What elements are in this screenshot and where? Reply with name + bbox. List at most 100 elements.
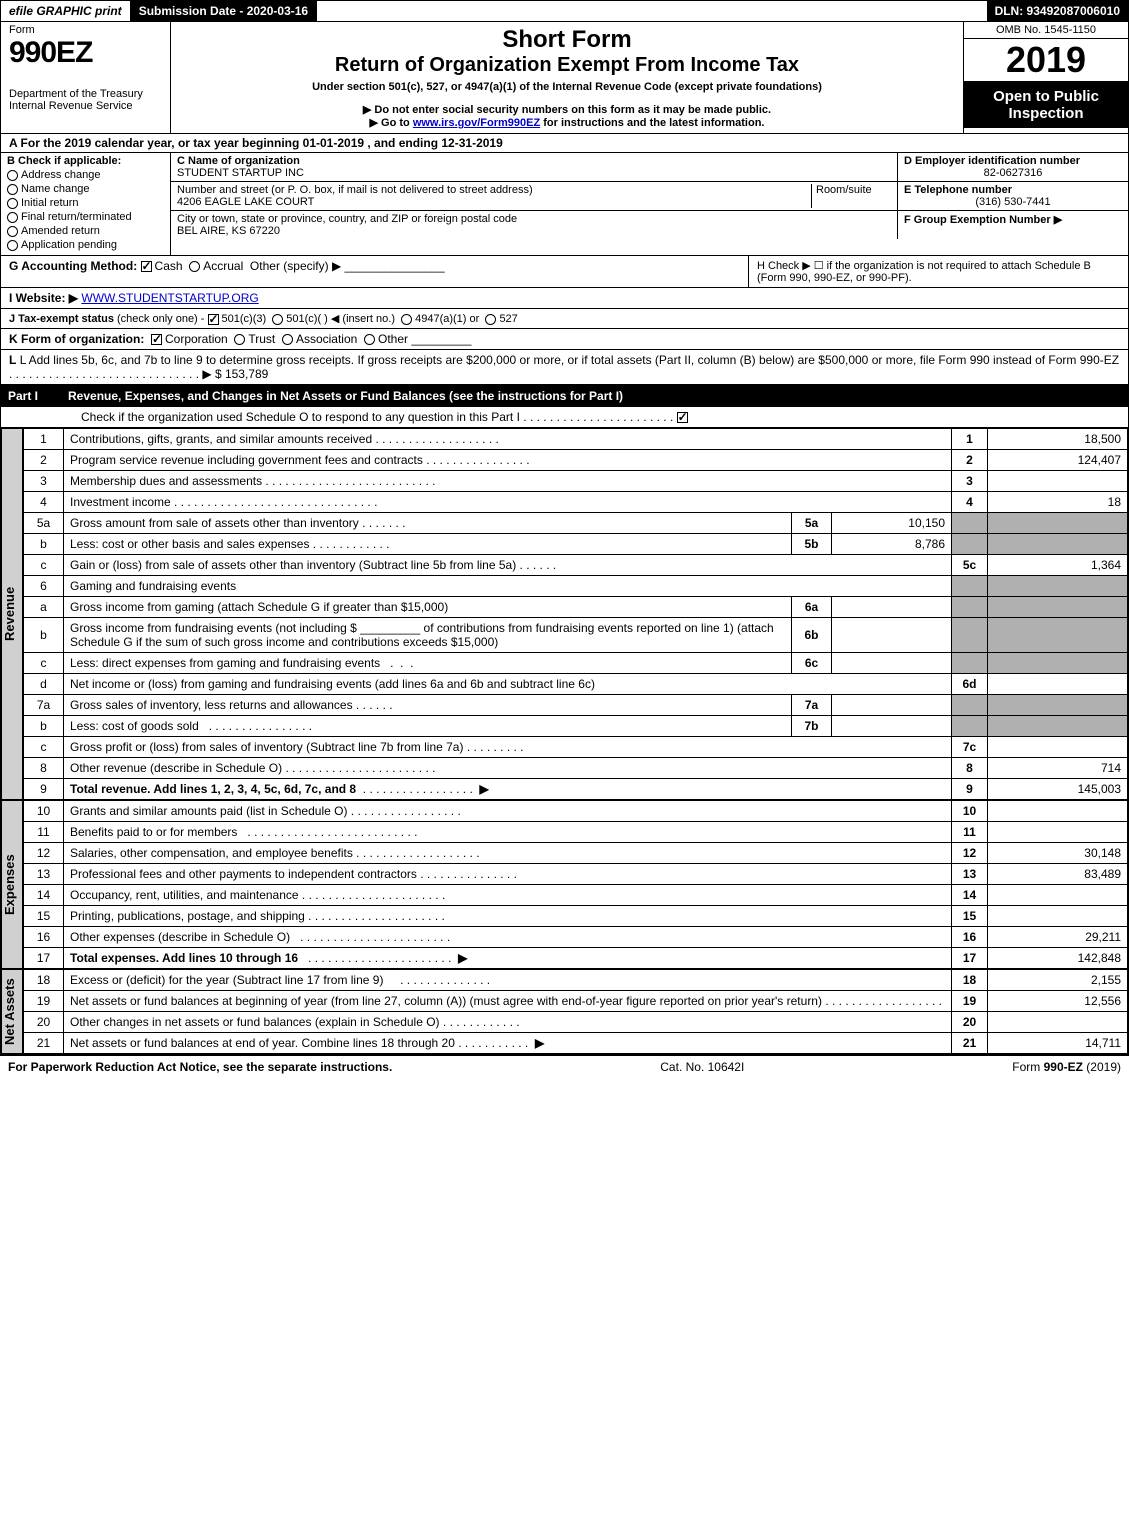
line-7c: cGross profit or (loss) from sales of in…	[24, 737, 1128, 758]
form-header: Form 990EZ Department of the Treasury In…	[0, 22, 1129, 134]
section-bcdef: B Check if applicable: Address change Na…	[0, 153, 1129, 256]
goto-post: for instructions and the latest informat…	[540, 117, 764, 129]
cb-501c3[interactable]	[208, 314, 219, 325]
e-label: E Telephone number	[904, 184, 1122, 196]
line-6a: aGross income from gaming (attach Schedu…	[24, 597, 1128, 618]
revenue-section: Revenue 1Contributions, gifts, grants, a…	[0, 428, 1129, 800]
netassets-section: Net Assets 18Excess or (deficit) for the…	[0, 969, 1129, 1055]
expenses-section: Expenses 10Grants and similar amounts pa…	[0, 800, 1129, 969]
line-13: 13Professional fees and other payments t…	[24, 864, 1128, 885]
room-label: Room/suite	[811, 184, 891, 208]
cb-corp[interactable]	[151, 334, 162, 345]
line-11: 11Benefits paid to or for members . . . …	[24, 822, 1128, 843]
footer-center: Cat. No. 10642I	[660, 1060, 744, 1074]
part-i-title: Revenue, Expenses, and Changes in Net As…	[68, 389, 623, 403]
section-h: H Check ▶ ☐ if the organization is not r…	[748, 256, 1128, 287]
form-label: Form	[9, 24, 162, 36]
line-17: 17Total expenses. Add lines 10 through 1…	[24, 948, 1128, 969]
netassets-vert-label: Net Assets	[1, 969, 23, 1054]
section-j: J Tax-exempt status (check only one) - 5…	[1, 309, 1128, 328]
line-7a: 7aGross sales of inventory, less returns…	[24, 695, 1128, 716]
section-d: D Employer identification number 82-0627…	[898, 153, 1128, 181]
open-to-public: Open to Public Inspection	[964, 82, 1128, 128]
section-b: B Check if applicable: Address change Na…	[1, 153, 171, 255]
section-l: L L Add lines 5b, 6c, and 7b to line 9 t…	[1, 350, 1128, 384]
spacer	[317, 1, 986, 21]
part-i-check: Check if the organization used Schedule …	[1, 407, 1128, 427]
cb-trust[interactable]	[234, 334, 245, 345]
submission-date: Submission Date - 2020-03-16	[131, 1, 317, 21]
page-footer: For Paperwork Reduction Act Notice, see …	[0, 1055, 1129, 1078]
gross-receipts: ▶ $ 153,789	[202, 367, 268, 381]
ein: 82-0627316	[904, 167, 1122, 179]
cb-schedule-o[interactable]	[677, 412, 688, 423]
cb-accrual[interactable]	[189, 261, 200, 272]
section-i-row: I Website: ▶ WWW.STUDENTSTARTUP.ORG	[0, 288, 1129, 309]
part-i-check-row: Check if the organization used Schedule …	[0, 407, 1129, 428]
cb-cash[interactable]	[141, 261, 152, 272]
section-e: E Telephone number (316) 530-7441	[898, 182, 1128, 210]
f-label: F Group Exemption Number ▶	[904, 213, 1122, 226]
section-f: F Group Exemption Number ▶	[898, 211, 1128, 239]
line-3: 3Membership dues and assessments . . . .…	[24, 471, 1128, 492]
line-5b: bLess: cost or other basis and sales exp…	[24, 534, 1128, 555]
cb-527[interactable]	[485, 314, 496, 325]
line-8: 8Other revenue (describe in Schedule O) …	[24, 758, 1128, 779]
cb-other[interactable]	[364, 334, 375, 345]
org-name: STUDENT STARTUP INC	[177, 167, 891, 179]
irs-link[interactable]: www.irs.gov/Form990EZ	[413, 117, 540, 129]
org-city: BEL AIRE, KS 67220	[177, 225, 891, 237]
line-21: 21Net assets or fund balances at end of …	[24, 1033, 1128, 1054]
line-5a: 5aGross amount from sale of assets other…	[24, 513, 1128, 534]
cb-amended[interactable]: Amended return	[7, 225, 164, 237]
section-b-title: B Check if applicable:	[7, 155, 164, 167]
section-i: I Website: ▶ WWW.STUDENTSTARTUP.ORG	[1, 288, 1128, 308]
expenses-vert-label: Expenses	[1, 800, 23, 969]
goto-pre: ▶ Go to	[370, 117, 413, 129]
expenses-table: 10Grants and similar amounts paid (list …	[23, 800, 1128, 969]
cb-initial-return[interactable]: Initial return	[7, 197, 164, 209]
header-left: Form 990EZ Department of the Treasury In…	[1, 22, 171, 133]
footer-left: For Paperwork Reduction Act Notice, see …	[8, 1060, 392, 1074]
title-return: Return of Organization Exempt From Incom…	[181, 54, 953, 77]
line-2: 2Program service revenue including gover…	[24, 450, 1128, 471]
cb-name-change[interactable]: Name change	[7, 183, 164, 195]
line-6d: dNet income or (loss) from gaming and fu…	[24, 674, 1128, 695]
revenue-table: 1Contributions, gifts, grants, and simil…	[23, 428, 1128, 800]
section-c-city: City or town, state or province, country…	[171, 211, 898, 239]
tax-year: 2019	[964, 39, 1128, 82]
section-j-row: J Tax-exempt status (check only one) - 5…	[0, 309, 1129, 329]
line-6b: bGross income from fundraising events (n…	[24, 618, 1128, 653]
website-link[interactable]: WWW.STUDENTSTARTUP.ORG	[81, 291, 258, 305]
cb-501c[interactable]	[272, 314, 283, 325]
top-bar: efile GRAPHIC print Submission Date - 20…	[0, 0, 1129, 22]
line-19: 19Net assets or fund balances at beginni…	[24, 991, 1128, 1012]
part-i-label: Part I	[8, 389, 68, 403]
line-18: 18Excess or (deficit) for the year (Subt…	[24, 970, 1128, 991]
dln: DLN: 93492087006010	[987, 1, 1128, 21]
line-14: 14Occupancy, rent, utilities, and mainte…	[24, 885, 1128, 906]
subtitle: Under section 501(c), 527, or 4947(a)(1)…	[181, 81, 953, 93]
d-label: D Employer identification number	[904, 155, 1122, 167]
org-addr: 4206 EAGLE LAKE COURT	[177, 196, 811, 208]
cb-address-change[interactable]: Address change	[7, 169, 164, 181]
line-9: 9Total revenue. Add lines 1, 2, 3, 4, 5c…	[24, 779, 1128, 800]
goto-note: ▶ Go to www.irs.gov/Form990EZ for instru…	[181, 116, 953, 129]
cb-4947[interactable]	[401, 314, 412, 325]
cb-assoc[interactable]	[282, 334, 293, 345]
line-15: 15Printing, publications, postage, and s…	[24, 906, 1128, 927]
line-6c: cLess: direct expenses from gaming and f…	[24, 653, 1128, 674]
addr-label: Number and street (or P. O. box, if mail…	[177, 184, 811, 196]
dept-label: Department of the Treasury Internal Reve…	[9, 88, 162, 112]
cb-final-return[interactable]: Final return/terminated	[7, 211, 164, 223]
efile-label[interactable]: efile GRAPHIC print	[1, 1, 131, 21]
c-name-label: C Name of organization	[177, 155, 891, 167]
line-4: 4Investment income . . . . . . . . . . .…	[24, 492, 1128, 513]
section-k-row: K Form of organization: Corporation Trus…	[0, 329, 1129, 350]
ssn-note: ▶ Do not enter social security numbers o…	[181, 103, 953, 116]
telephone: (316) 530-7441	[904, 196, 1122, 208]
netassets-table: 18Excess or (deficit) for the year (Subt…	[23, 969, 1128, 1054]
section-l-row: L L Add lines 5b, 6c, and 7b to line 9 t…	[0, 350, 1129, 385]
header-center: Short Form Return of Organization Exempt…	[171, 22, 963, 133]
cb-pending[interactable]: Application pending	[7, 239, 164, 251]
